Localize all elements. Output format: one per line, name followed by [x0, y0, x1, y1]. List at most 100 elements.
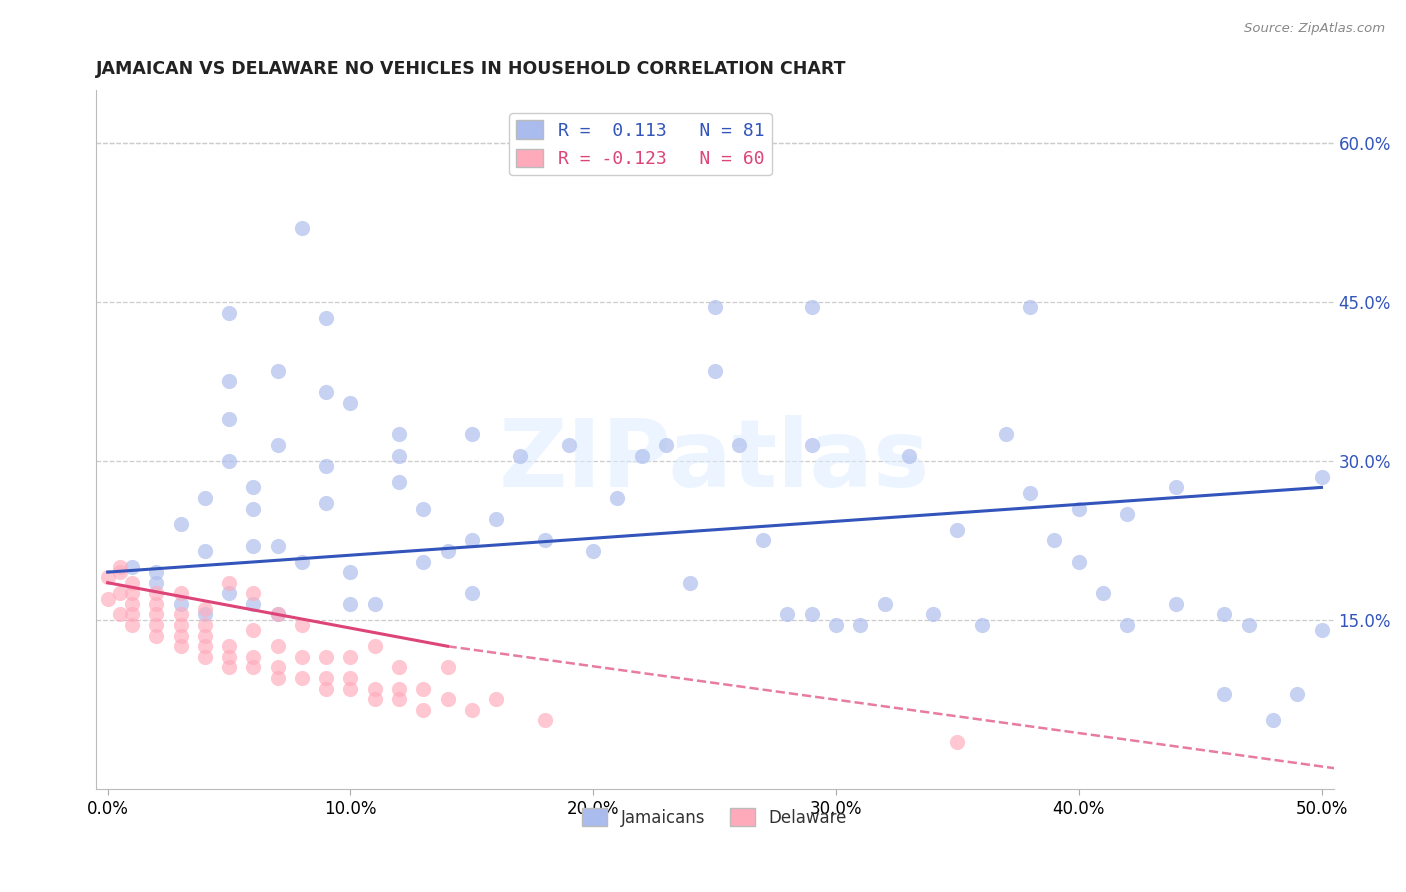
Point — [266, 607, 288, 622]
Point — [145, 629, 167, 643]
Point — [121, 575, 143, 590]
Point — [800, 301, 823, 315]
Point — [1237, 618, 1260, 632]
Point — [169, 597, 191, 611]
Point — [108, 565, 131, 579]
Point — [1164, 597, 1187, 611]
Point — [218, 375, 240, 389]
Point — [388, 660, 411, 674]
Point — [412, 681, 434, 696]
Point — [364, 681, 387, 696]
Point — [97, 570, 120, 584]
Point — [169, 618, 191, 632]
Point — [994, 427, 1017, 442]
Point — [728, 438, 751, 452]
Point — [169, 517, 191, 532]
Point — [108, 607, 131, 622]
Point — [461, 703, 484, 717]
Point — [218, 586, 240, 600]
Point — [388, 681, 411, 696]
Point — [218, 454, 240, 468]
Point — [485, 692, 508, 706]
Point — [145, 607, 167, 622]
Point — [315, 681, 337, 696]
Point — [218, 639, 240, 653]
Point — [461, 533, 484, 548]
Point — [266, 671, 288, 685]
Point — [291, 221, 314, 235]
Point — [169, 639, 191, 653]
Point — [266, 660, 288, 674]
Point — [266, 539, 288, 553]
Point — [1092, 586, 1115, 600]
Point — [242, 480, 264, 494]
Point — [194, 618, 217, 632]
Point — [364, 597, 387, 611]
Point — [291, 618, 314, 632]
Point — [121, 586, 143, 600]
Point — [315, 649, 337, 664]
Point — [242, 539, 264, 553]
Point — [388, 449, 411, 463]
Point — [800, 607, 823, 622]
Point — [97, 591, 120, 606]
Point — [436, 544, 458, 558]
Point — [412, 703, 434, 717]
Point — [145, 575, 167, 590]
Point — [339, 597, 361, 611]
Point — [606, 491, 628, 505]
Point — [266, 364, 288, 378]
Point — [1116, 618, 1139, 632]
Point — [194, 649, 217, 664]
Point — [291, 555, 314, 569]
Point — [364, 639, 387, 653]
Point — [1310, 470, 1333, 484]
Point — [558, 438, 581, 452]
Point — [242, 660, 264, 674]
Point — [388, 475, 411, 489]
Point — [485, 512, 508, 526]
Point — [922, 607, 945, 622]
Point — [242, 597, 264, 611]
Point — [121, 597, 143, 611]
Point — [145, 597, 167, 611]
Point — [291, 649, 314, 664]
Point — [218, 306, 240, 320]
Point — [218, 411, 240, 425]
Point — [145, 618, 167, 632]
Point — [703, 301, 725, 315]
Point — [946, 734, 969, 748]
Point — [776, 607, 799, 622]
Point — [291, 671, 314, 685]
Point — [1067, 501, 1090, 516]
Point — [108, 559, 131, 574]
Point — [121, 559, 143, 574]
Point — [121, 618, 143, 632]
Point — [630, 449, 652, 463]
Point — [679, 575, 702, 590]
Point — [509, 449, 531, 463]
Legend: Jamaicans, Delaware: Jamaicans, Delaware — [575, 802, 853, 833]
Point — [339, 565, 361, 579]
Point — [315, 310, 337, 325]
Point — [1019, 301, 1042, 315]
Point — [194, 639, 217, 653]
Point — [1019, 485, 1042, 500]
Point — [533, 714, 555, 728]
Point — [388, 692, 411, 706]
Text: JAMAICAN VS DELAWARE NO VEHICLES IN HOUSEHOLD CORRELATION CHART: JAMAICAN VS DELAWARE NO VEHICLES IN HOUS… — [96, 60, 846, 78]
Point — [946, 523, 969, 537]
Point — [582, 544, 605, 558]
Point — [1286, 687, 1309, 701]
Point — [145, 586, 167, 600]
Point — [461, 586, 484, 600]
Point — [242, 624, 264, 638]
Point — [339, 681, 361, 696]
Point — [121, 607, 143, 622]
Point — [752, 533, 775, 548]
Point — [194, 602, 217, 616]
Point — [1116, 507, 1139, 521]
Point — [800, 438, 823, 452]
Text: ZIPatlas: ZIPatlas — [499, 415, 931, 507]
Point — [315, 459, 337, 474]
